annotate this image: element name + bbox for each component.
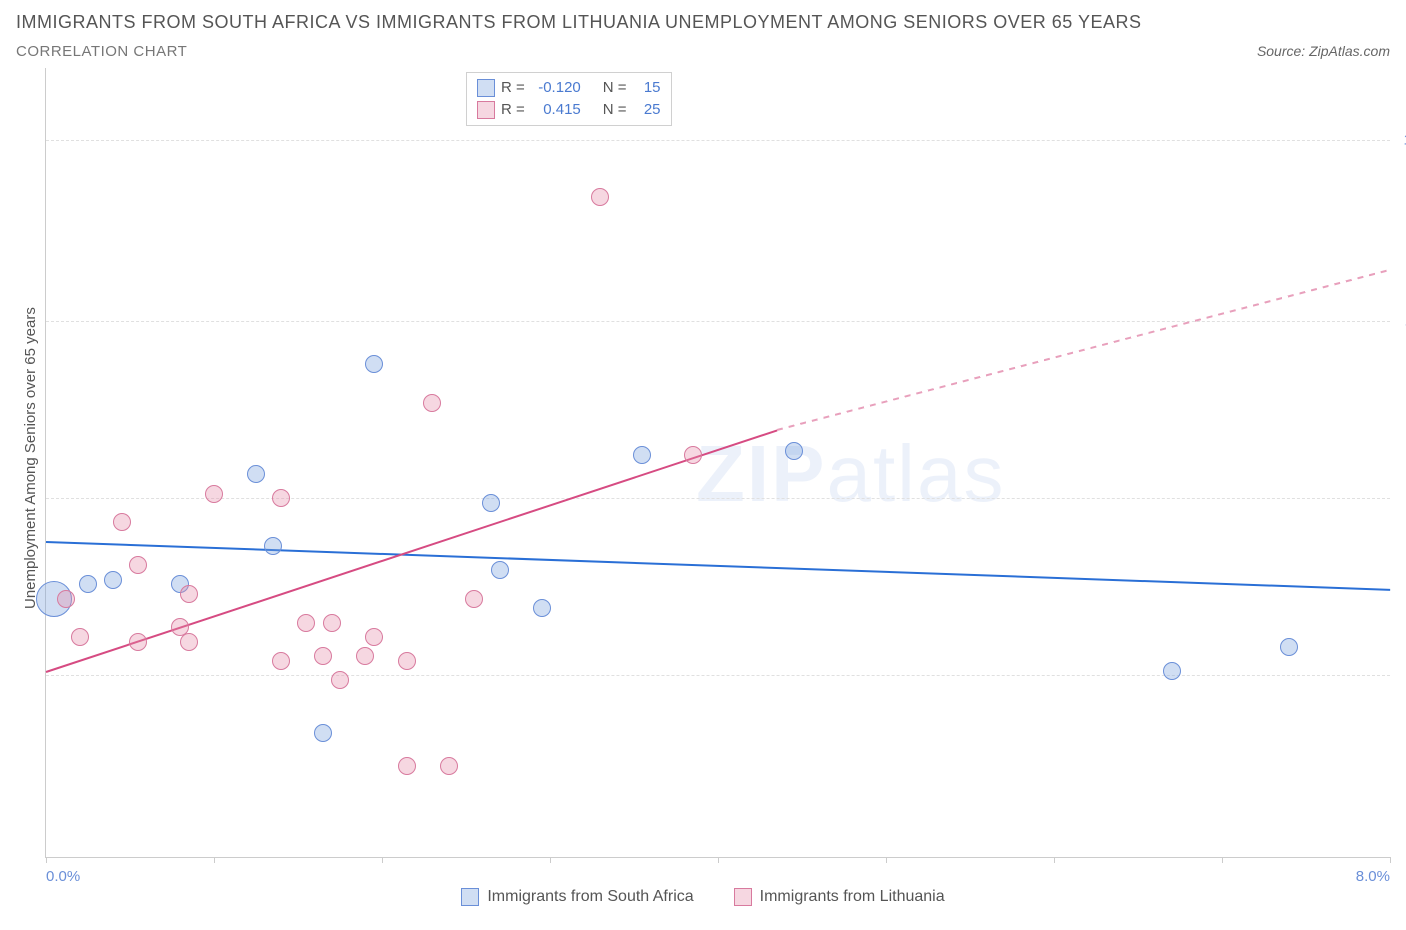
data-point: [423, 394, 441, 412]
data-point: [71, 628, 89, 646]
legend-row-series2: R = 0.415 N = 25: [477, 99, 661, 121]
data-point: [365, 355, 383, 373]
x-tick: [46, 857, 47, 863]
n-label: N =: [603, 77, 627, 99]
data-point: [129, 556, 147, 574]
data-point: [205, 485, 223, 503]
data-point: [1280, 638, 1298, 656]
data-point: [482, 494, 500, 512]
r-label: R =: [501, 77, 525, 99]
gridline: [46, 498, 1390, 499]
gridline: [46, 675, 1390, 676]
r-label: R =: [501, 99, 525, 121]
trend-line: [46, 541, 1390, 591]
data-point: [398, 652, 416, 670]
series1-swatch-icon: [461, 888, 479, 906]
n-label: N =: [603, 99, 627, 121]
x-tick-label: 0.0%: [46, 868, 80, 885]
data-point: [440, 757, 458, 775]
data-point: [57, 590, 75, 608]
data-point: [684, 446, 702, 464]
chart-title: IMMIGRANTS FROM SOUTH AFRICA VS IMMIGRAN…: [16, 12, 1390, 33]
series2-n-value: 25: [633, 99, 661, 121]
data-point: [314, 647, 332, 665]
series1-n-value: 15: [633, 77, 661, 99]
data-point: [398, 757, 416, 775]
data-point: [591, 188, 609, 206]
legend-item-series1: Immigrants from South Africa: [461, 888, 693, 906]
x-tick-label: 8.0%: [1356, 868, 1390, 885]
y-axis-label: Unemployment Among Seniors over 65 years: [16, 208, 45, 708]
x-tick: [382, 857, 383, 863]
x-tick: [1054, 857, 1055, 863]
data-point: [314, 724, 332, 742]
data-point: [272, 652, 290, 670]
data-point: [356, 647, 374, 665]
gridline: [46, 140, 1390, 141]
legend-row-series1: R = -0.120 N = 15: [477, 77, 661, 99]
data-point: [365, 628, 383, 646]
x-tick: [1390, 857, 1391, 863]
series2-label: Immigrants from Lithuania: [760, 888, 945, 906]
data-point: [180, 633, 198, 651]
source-attribution: Source: ZipAtlas.com: [1257, 43, 1390, 59]
x-tick: [886, 857, 887, 863]
chart-subtitle: CORRELATION CHART: [16, 43, 187, 60]
data-point: [247, 465, 265, 483]
series1-label: Immigrants from South Africa: [487, 888, 693, 906]
series2-r-value: 0.415: [531, 99, 581, 121]
chart-container: Unemployment Among Seniors over 65 years…: [16, 68, 1390, 858]
x-tick: [550, 857, 551, 863]
data-point: [297, 614, 315, 632]
series2-swatch: [477, 101, 495, 119]
data-point: [129, 633, 147, 651]
x-tick: [214, 857, 215, 863]
series1-r-value: -0.120: [531, 77, 581, 99]
x-tick: [1222, 857, 1223, 863]
data-point: [272, 489, 290, 507]
x-tick: [718, 857, 719, 863]
series1-swatch: [477, 79, 495, 97]
data-point: [180, 585, 198, 603]
data-point: [633, 446, 651, 464]
data-point: [533, 599, 551, 617]
data-point: [491, 561, 509, 579]
data-point: [79, 575, 97, 593]
trend-line: [46, 429, 777, 672]
series-legend: Immigrants from South Africa Immigrants …: [16, 888, 1390, 906]
correlation-legend: R = -0.120 N = 15 R = 0.415 N = 25: [466, 72, 672, 126]
data-point: [104, 571, 122, 589]
data-point: [323, 614, 341, 632]
data-point: [785, 442, 803, 460]
legend-item-series2: Immigrants from Lithuania: [734, 888, 945, 906]
series2-swatch-icon: [734, 888, 752, 906]
data-point: [264, 537, 282, 555]
subtitle-row: CORRELATION CHART Source: ZipAtlas.com: [16, 43, 1390, 60]
data-point: [1163, 662, 1181, 680]
trend-line: [777, 269, 1391, 431]
data-point: [465, 590, 483, 608]
scatter-plot-area: ZIPatlas R = -0.120 N = 15 R = 0.415 N =…: [45, 68, 1390, 858]
data-point: [113, 513, 131, 531]
data-point: [331, 671, 349, 689]
